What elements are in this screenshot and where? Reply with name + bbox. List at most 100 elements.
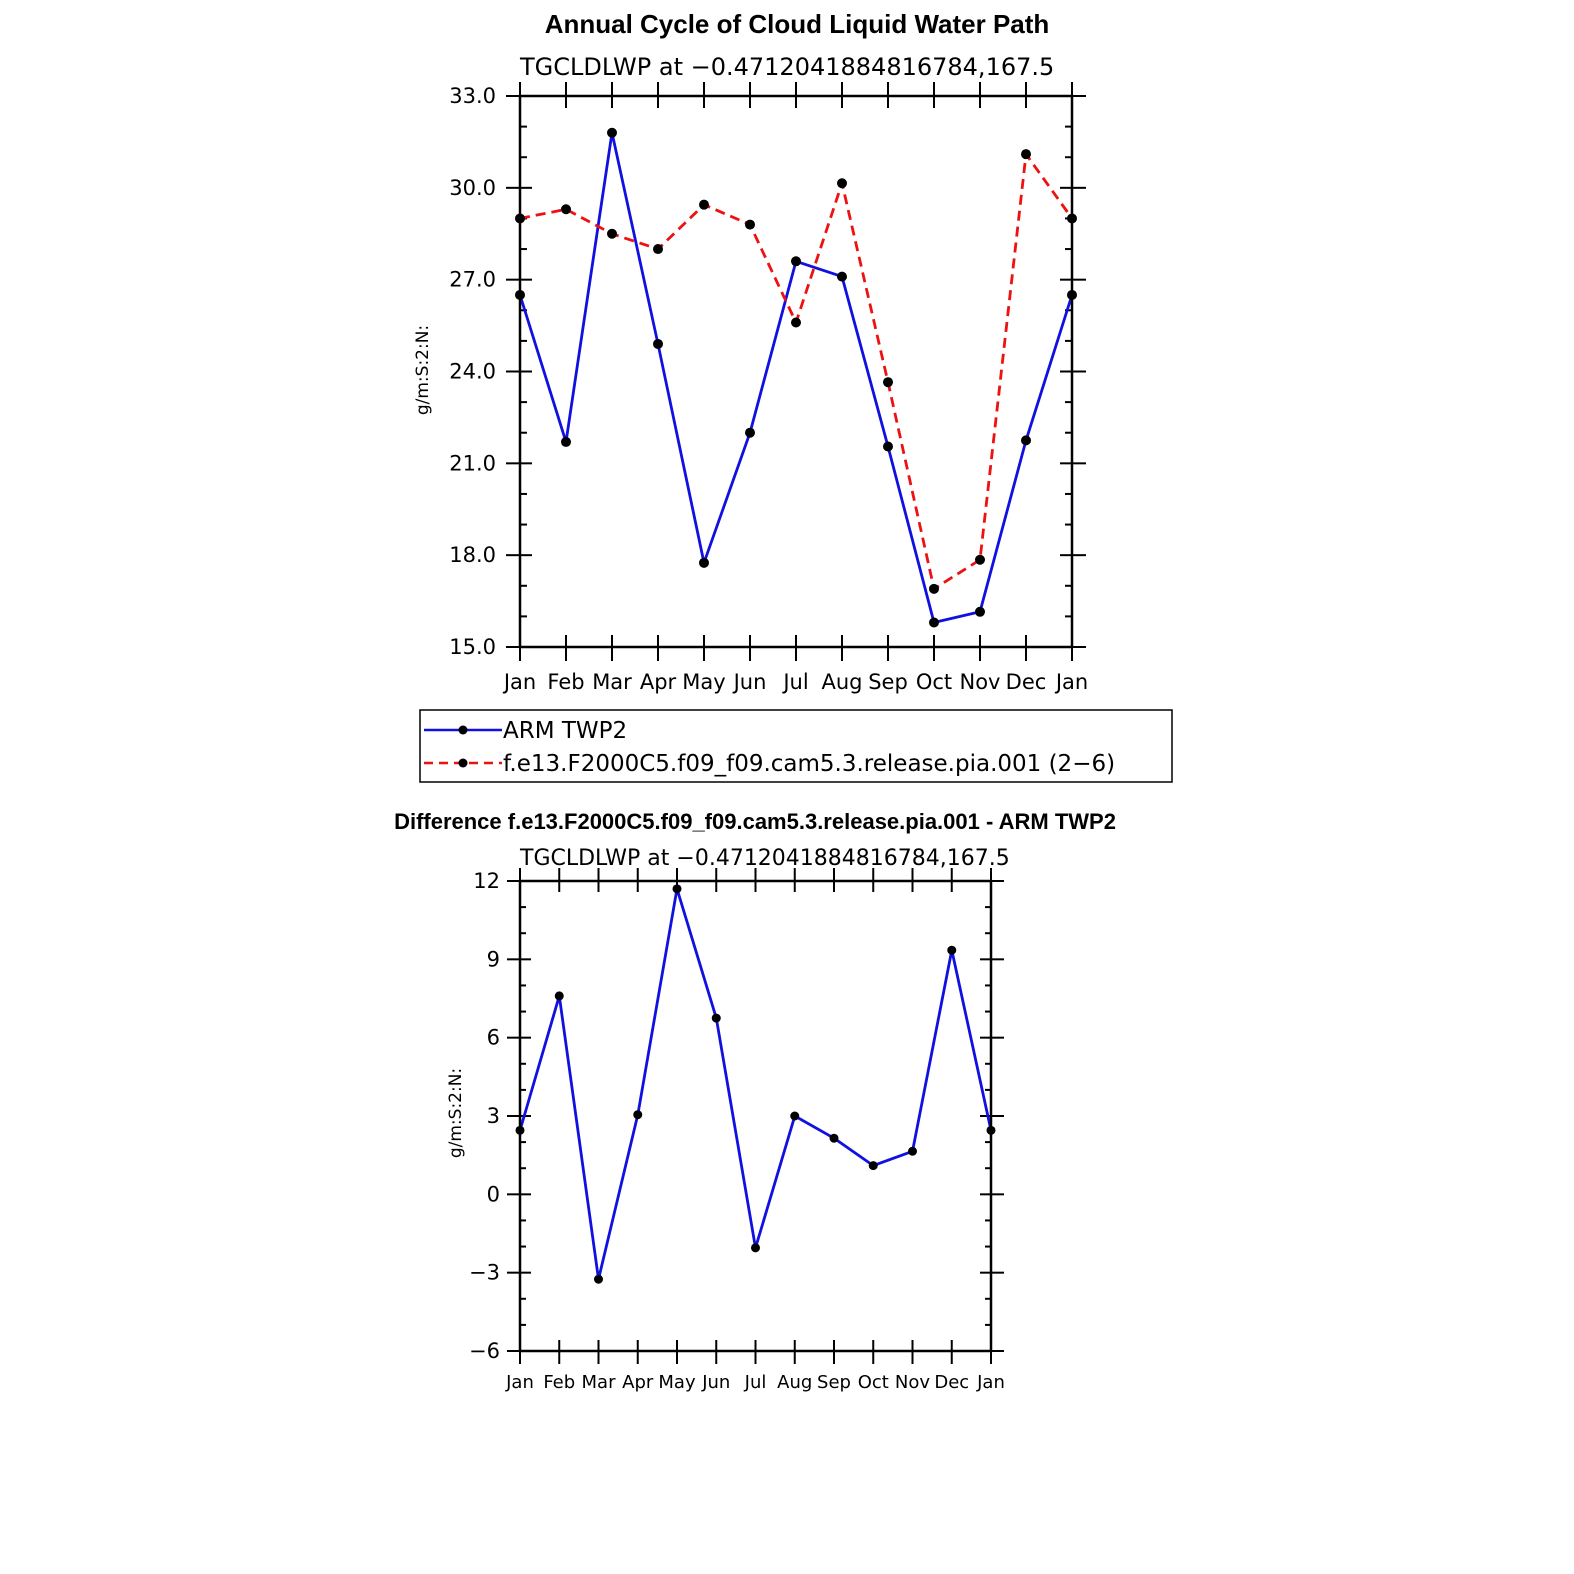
data-point [908, 1146, 917, 1156]
x-tick-label: Jan [505, 1372, 534, 1393]
data-point [837, 271, 847, 282]
x-tick-label: Mar [582, 1372, 617, 1393]
series-line [518, 131, 1074, 624]
data-point [653, 244, 663, 255]
difference-series-group [515, 884, 996, 1284]
data-point [791, 317, 801, 328]
series-group [515, 127, 1077, 628]
data-point [929, 617, 939, 628]
x-tick-label: Oct [916, 670, 952, 694]
legend-box [419, 709, 1173, 783]
data-point [745, 427, 755, 438]
y-axis-label: g/m:S:2:N: [413, 325, 433, 415]
data-point [791, 256, 801, 267]
x-tick-labels: Jan Feb Mar Apr May Jun Jul Aug Sep Oct Nov Dec Jan [502, 670, 1088, 694]
y-tick-label: 30.0 [449, 176, 496, 200]
data-point [607, 127, 617, 138]
data-point [837, 178, 847, 189]
data-point [745, 219, 755, 230]
data-point [790, 1111, 800, 1121]
y-tick-label: 24.0 [449, 360, 496, 384]
x-tick-label: Aug [777, 1372, 812, 1393]
difference-title: Difference f.e13.F2000C5.f09_f09.cam5.3.… [394, 809, 1116, 834]
difference-subtitle: TGCLDLWP at −0.4712041884816784,167.5 [519, 846, 1010, 871]
x-tick-label: Feb [543, 1372, 575, 1393]
x-tick-label: Jan [502, 670, 536, 694]
plot-frame [518, 94, 1074, 649]
difference-plot-frame [518, 879, 993, 1353]
data-point [672, 884, 682, 894]
legend-marker-model [458, 758, 468, 768]
x-tick-label: Jun [701, 1372, 730, 1393]
data-point [711, 1013, 721, 1023]
x-tick-label: May [682, 670, 725, 694]
data-point [947, 945, 957, 955]
y-tick-label: 18.0 [449, 543, 496, 567]
x-tick-label: Mar [592, 670, 632, 694]
x-tick-label: Jan [1054, 670, 1088, 694]
x-tick-label: Jul [781, 670, 808, 694]
data-point [868, 1161, 878, 1171]
difference-x-tick-labels: Jan Feb Mar Apr May Jun Jul Aug Sep Oct Nov Dec Jan [505, 1372, 1005, 1393]
data-point [633, 1110, 643, 1120]
x-tick-label: Sep [817, 1372, 851, 1393]
data-point [975, 606, 985, 617]
data-point [1021, 435, 1031, 446]
annual-cycle-chart: Annual Cycle of Cloud Liquid Water Path … [413, 9, 1088, 694]
y-tick-label: 9 [487, 947, 500, 971]
data-point [699, 199, 709, 210]
chart-subtitle: TGCLDLWP at −0.4712041884816784,167.5 [519, 53, 1054, 81]
data-point [594, 1274, 603, 1284]
difference-y-tick-labels: −6 −3 0 3 6 9 12 [469, 869, 500, 1363]
data-point [1021, 149, 1031, 160]
y-tick-label: −3 [469, 1261, 500, 1285]
data-point [554, 991, 564, 1001]
series-line [518, 887, 993, 1281]
x-tick-label: Apr [640, 670, 677, 694]
axis-ticks [506, 82, 1086, 661]
x-tick-label: Dec [934, 1372, 969, 1393]
y-tick-label: 21.0 [449, 451, 496, 475]
legend: ARM TWP2 f.e13.F2000C5.f09_f09.cam5.3.re… [419, 709, 1173, 783]
x-tick-label: Dec [1006, 670, 1047, 694]
x-tick-label: May [658, 1372, 696, 1393]
y-tick-label: 15.0 [449, 635, 496, 659]
data-point [975, 554, 985, 565]
y-tick-label: 3 [487, 1104, 500, 1128]
difference-axis-ticks [507, 868, 1004, 1364]
difference-y-axis-label: g/m:S:2:N: [446, 1068, 466, 1158]
y-tick-label: 6 [487, 1026, 500, 1050]
data-point [829, 1133, 839, 1143]
x-tick-label: Aug [821, 670, 862, 694]
data-point [699, 557, 709, 568]
legend-label-model: f.e13.F2000C5.f09_f09.cam5.3.release.pia… [503, 751, 1115, 777]
data-point [929, 583, 939, 594]
data-point [607, 228, 617, 239]
data-point [883, 377, 893, 388]
y-tick-labels: 15.0 18.0 21.0 24.0 27.0 30.0 33.0 [449, 84, 496, 659]
chart-title: Annual Cycle of Cloud Liquid Water Path [545, 9, 1050, 39]
x-tick-label: Oct [858, 1372, 889, 1393]
data-point [561, 204, 571, 215]
x-tick-label: Jun [732, 670, 767, 694]
data-point [653, 338, 663, 349]
data-point [751, 1243, 760, 1253]
data-point [561, 436, 571, 447]
legend-label-arm: ARM TWP2 [503, 718, 627, 744]
x-tick-label: Jan [976, 1372, 1005, 1393]
legend-marker-arm [458, 725, 468, 735]
y-tick-label: 33.0 [449, 84, 496, 108]
x-tick-label: Feb [547, 670, 584, 694]
x-tick-label: Nov [895, 1372, 930, 1393]
y-tick-label: 12 [473, 869, 500, 893]
y-tick-label: 0 [487, 1182, 500, 1206]
difference-chart: Difference f.e13.F2000C5.f09_f09.cam5.3.… [394, 809, 1116, 1393]
data-point [883, 441, 893, 452]
x-tick-label: Apr [622, 1372, 654, 1393]
x-tick-label: Jul [744, 1372, 767, 1393]
x-tick-label: Sep [868, 670, 908, 694]
x-tick-label: Nov [960, 670, 1001, 694]
y-tick-label: 27.0 [449, 268, 496, 292]
y-tick-label: −6 [469, 1339, 500, 1363]
